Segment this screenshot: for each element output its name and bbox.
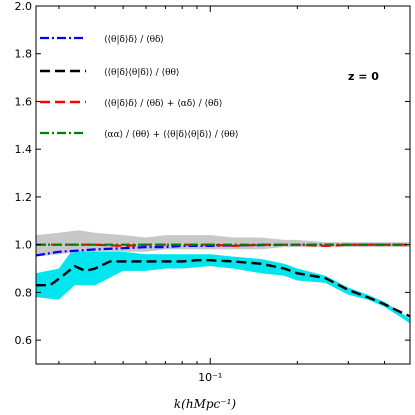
y-tick-label-1: 0.8 bbox=[15, 286, 33, 299]
error-bands bbox=[36, 230, 410, 324]
legend-label-3: ⟨αα⟩ / ⟨θθ⟩ + ⟨⟨θ|δ⟩⟨θ|δ⟩⟩ / ⟨θθ⟩ bbox=[104, 130, 238, 140]
series-line-1 bbox=[36, 259, 411, 318]
x-axis-label: k(hMpc⁻¹) bbox=[174, 397, 237, 411]
y-tick-label-7: 2.0 bbox=[15, 0, 33, 13]
band-1 bbox=[36, 230, 410, 257]
legend-label-0: ⟨⟨θ|δ⟩δ⟩ / ⟨θδ⟩ bbox=[104, 35, 164, 45]
plot-frame bbox=[35, 5, 411, 365]
redshift-annotation: z = 0 bbox=[348, 70, 379, 83]
y-tick-label-6: 1.8 bbox=[15, 48, 33, 61]
legend: ⟨⟨θ|δ⟩δ⟩ / ⟨θδ⟩ ⟨⟨θ|δ⟩⟨θ|δ⟩⟩ / ⟨θθ⟩ ⟨⟨θ|… bbox=[40, 35, 238, 140]
legend-label-1: ⟨⟨θ|δ⟩⟨θ|δ⟩⟩ / ⟨θθ⟩ bbox=[104, 68, 179, 78]
series-lines bbox=[35, 243, 411, 318]
legend-label-2: ⟨⟨θ|δ⟩δ⟩ / ⟨θδ⟩ + ⟨αδ⟩ / ⟨θδ⟩ bbox=[104, 99, 222, 109]
y-tick-label-2: 1.0 bbox=[15, 239, 33, 252]
y-tick-label-3: 1.2 bbox=[15, 191, 33, 204]
y-tick-label-5: 1.6 bbox=[15, 95, 33, 108]
axis-ticks: 0.6 0.8 1.0 1.2 1.4 1.6 1.8 2.0 10⁻¹ bbox=[15, 0, 410, 384]
y-tick-label-0: 0.6 bbox=[15, 334, 33, 347]
band-0 bbox=[36, 247, 410, 324]
y-tick-label-4: 1.4 bbox=[15, 143, 33, 156]
x-tick-label-0: 10⁻¹ bbox=[198, 371, 222, 384]
